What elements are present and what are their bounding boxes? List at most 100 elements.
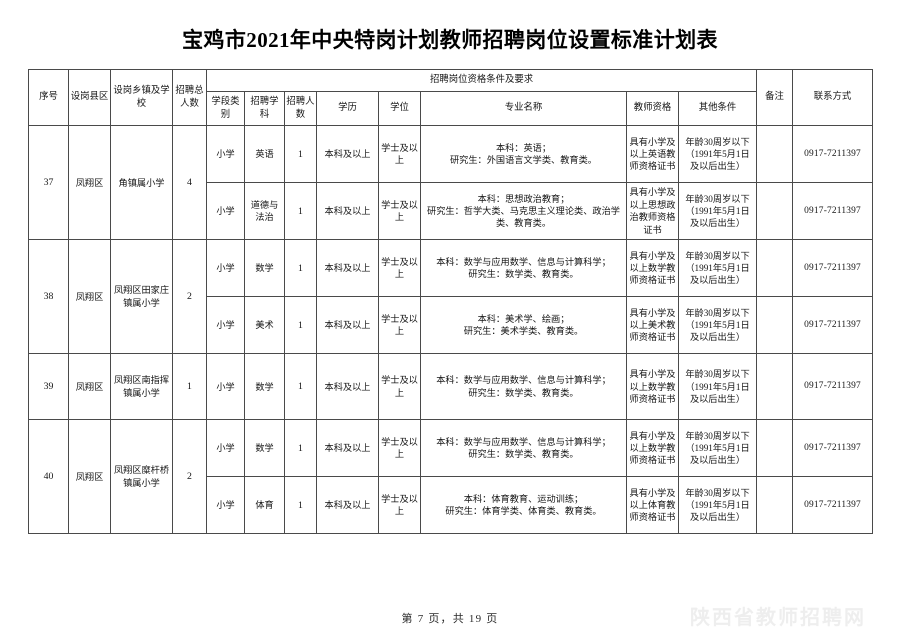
- cell-hire-num: 1: [284, 239, 317, 298]
- cell-index: 38: [28, 239, 69, 355]
- col-header-remark: 备注: [756, 69, 794, 127]
- col-header-teacher-cert: 教师资格: [626, 90, 679, 127]
- cell-county: 凤翔区: [68, 239, 111, 355]
- cell-contact: 0917-7211397: [792, 182, 874, 241]
- cell-other-conditions: 年龄30周岁以下（1991年5月1日及以后出生）: [677, 125, 758, 184]
- cell-stage: 小学: [206, 125, 245, 184]
- cell-school: 凤翔区糜杆桥镇属小学: [110, 419, 173, 535]
- col-header-hire-num: 招聘人数: [284, 90, 317, 127]
- cell-education: 本科及以上: [316, 239, 379, 298]
- cell-hire-num: 1: [284, 296, 317, 355]
- cell-major: 本科：数学与应用数学、信息与计算科学； 研究生：数学类、教育类。: [420, 419, 627, 478]
- cell-major: 本科：体育教育、运动训练； 研究生：体育学类、体育类、教育类。: [420, 476, 627, 535]
- recruitment-plan-table: 序号 设岗县区 设岗乡镇及学校 招聘总人数 招聘岗位资格条件及要求 备注 联系方…: [28, 69, 874, 535]
- cell-remark: [756, 353, 794, 421]
- col-header-subject: 招聘学科: [244, 90, 285, 127]
- cell-subject: 美术: [244, 296, 285, 355]
- cell-teacher-cert: 具有小学及以上美术教师资格证书: [626, 296, 679, 355]
- cell-education: 本科及以上: [316, 419, 379, 478]
- cell-subject: 数学: [244, 239, 285, 298]
- col-header-stage: 学段类别: [206, 90, 245, 127]
- cell-education: 本科及以上: [316, 476, 379, 535]
- table-body: 37 凤翔区 角镇属小学 4 小学 英语 1 本科及以上 学士及以上 本科：英语； 研究生：外国语言…: [28, 125, 874, 535]
- cell-stage: 小学: [206, 419, 245, 478]
- cell-teacher-cert: 具有小学及以上数学教师资格证书: [626, 239, 679, 298]
- cell-remark: [756, 125, 794, 184]
- cell-education: 本科及以上: [316, 125, 379, 184]
- cell-index: 37: [28, 125, 69, 241]
- cell-major: 本科：美术学、绘画； 研究生：美术学类、教育类。: [420, 296, 627, 355]
- cell-major: 本科：数学与应用数学、信息与计算科学； 研究生：数学类、教育类。: [420, 353, 627, 421]
- cell-hire-num: 1: [284, 353, 317, 421]
- header-row-sub: 学段类别 招聘学科 招聘人数 学历 学位 专业名称 教师资格 其他条件: [29, 90, 873, 127]
- col-header-contact: 联系方式: [792, 69, 874, 127]
- cell-remark: [756, 296, 794, 355]
- cell-subject: 体育: [244, 476, 285, 535]
- cell-teacher-cert: 具有小学及以上数学教师资格证书: [626, 353, 679, 421]
- cell-degree: 学士及以上: [378, 182, 421, 241]
- table-row: 39 凤翔区 凤翔区南指挥镇属小学 1 小学 数学 1 本科及以上 学士及以上 本科：数学与应用数…: [28, 353, 874, 421]
- cell-degree: 学士及以上: [378, 476, 421, 535]
- cell-degree: 学士及以上: [378, 125, 421, 184]
- cell-contact: 0917-7211397: [792, 239, 874, 298]
- cell-major: 本科：思想政治教育； 研究生：哲学大类、马克思主义理论类、政治学类、教育类。: [420, 182, 627, 241]
- cell-subject: 数学: [244, 353, 285, 421]
- cell-index: 40: [28, 419, 69, 535]
- page-footer: 第 7 页，共 19 页: [401, 613, 499, 625]
- cell-other-conditions: 年龄30周岁以下（1991年5月1日及以后出生）: [677, 353, 758, 421]
- cell-school: 凤翔区田家庄镇属小学: [110, 239, 173, 355]
- cell-remark: [756, 239, 794, 298]
- cell-other-conditions: 年龄30周岁以下（1991年5月1日及以后出生）: [677, 476, 758, 535]
- col-header-major: 专业名称: [420, 90, 627, 127]
- col-header-total: 招聘总人数: [172, 69, 207, 127]
- cell-remark: [756, 419, 794, 478]
- col-header-county: 设岗县区: [68, 69, 111, 127]
- cell-contact: 0917-7211397: [792, 419, 874, 478]
- cell-teacher-cert: 具有小学及以上体育教师资格证书: [626, 476, 679, 535]
- cell-degree: 学士及以上: [378, 239, 421, 298]
- cell-total: 4: [172, 125, 207, 241]
- cell-degree: 学士及以上: [378, 353, 421, 421]
- cell-teacher-cert: 具有小学及以上英语教师资格证书: [626, 125, 679, 184]
- cell-education: 本科及以上: [316, 296, 379, 355]
- cell-remark: [756, 476, 794, 535]
- cell-other-conditions: 年龄30周岁以下（1991年5月1日及以后出生）: [677, 296, 758, 355]
- table-row: 小学 道德与法治 1 本科及以上 学士及以上 本科：思想政治教育； 研究生：哲学大类、马克思…: [29, 182, 874, 241]
- col-header-group-qualifications: 招聘岗位资格条件及要求: [205, 69, 758, 92]
- page-title: 宝鸡市2021年中央特岗计划教师招聘岗位设置标准计划表: [182, 28, 718, 52]
- cell-stage: 小学: [206, 476, 245, 535]
- cell-stage: 小学: [206, 239, 245, 298]
- table-row: 小学 体育 1 本科及以上 学士及以上 本科：体育教育、运动训练； 研究生：体育学类、体育类…: [29, 476, 874, 535]
- cell-other-conditions: 年龄30周岁以下（1991年5月1日及以后出生）: [677, 239, 758, 298]
- table-row: 40 凤翔区 凤翔区糜杆桥镇属小学 2 小学 数学 1 本科及以上 学士及以上 本科：数学与应用数…: [28, 419, 874, 535]
- cell-hire-num: 1: [284, 419, 317, 478]
- cell-county: 凤翔区: [68, 125, 111, 241]
- cell-teacher-cert: 具有小学及以上数学教师资格证书: [626, 419, 679, 478]
- cell-total: 2: [172, 419, 207, 535]
- cell-other-conditions: 年龄30周岁以下（1991年5月1日及以后出生）: [677, 182, 758, 241]
- cell-degree: 学士及以上: [378, 296, 421, 355]
- cell-county: 凤翔区: [68, 353, 111, 421]
- cell-contact: 0917-7211397: [792, 125, 874, 184]
- header-row-group: 序号 设岗县区 设岗乡镇及学校 招聘总人数 招聘岗位资格条件及要求 备注 联系方…: [28, 69, 874, 127]
- cell-contact: 0917-7211397: [792, 353, 874, 421]
- cell-education: 本科及以上: [316, 182, 379, 241]
- cell-other-conditions: 年龄30周岁以下（1991年5月1日及以后出生）: [677, 419, 758, 478]
- table-row: 38 凤翔区 凤翔区田家庄镇属小学 2 小学 数学 1 本科及以上 学士及以上 本科：数学与应用数…: [28, 239, 874, 355]
- cell-degree: 学士及以上: [378, 419, 421, 478]
- cell-county: 凤翔区: [68, 419, 111, 535]
- cell-school: 角镇属小学: [110, 125, 173, 241]
- cell-subject: 数学: [244, 419, 285, 478]
- cell-stage: 小学: [206, 353, 245, 421]
- table-row: 37 凤翔区 角镇属小学 4 小学 英语 1 本科及以上 学士及以上 本科：英语； 研究生：外国语言…: [28, 125, 874, 241]
- col-header-degree: 学位: [378, 90, 421, 127]
- cell-stage: 小学: [206, 296, 245, 355]
- cell-hire-num: 1: [284, 182, 317, 241]
- cell-contact: 0917-7211397: [792, 296, 874, 355]
- col-header-other: 其他条件: [677, 90, 758, 127]
- cell-remark: [756, 182, 794, 241]
- cell-education: 本科及以上: [316, 353, 379, 421]
- cell-total: 2: [172, 239, 207, 355]
- cell-total: 1: [172, 353, 207, 421]
